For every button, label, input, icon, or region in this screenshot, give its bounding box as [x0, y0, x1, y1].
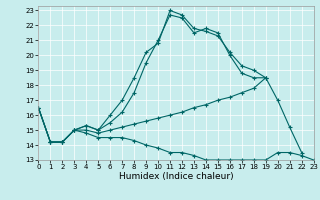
X-axis label: Humidex (Indice chaleur): Humidex (Indice chaleur)	[119, 172, 233, 181]
